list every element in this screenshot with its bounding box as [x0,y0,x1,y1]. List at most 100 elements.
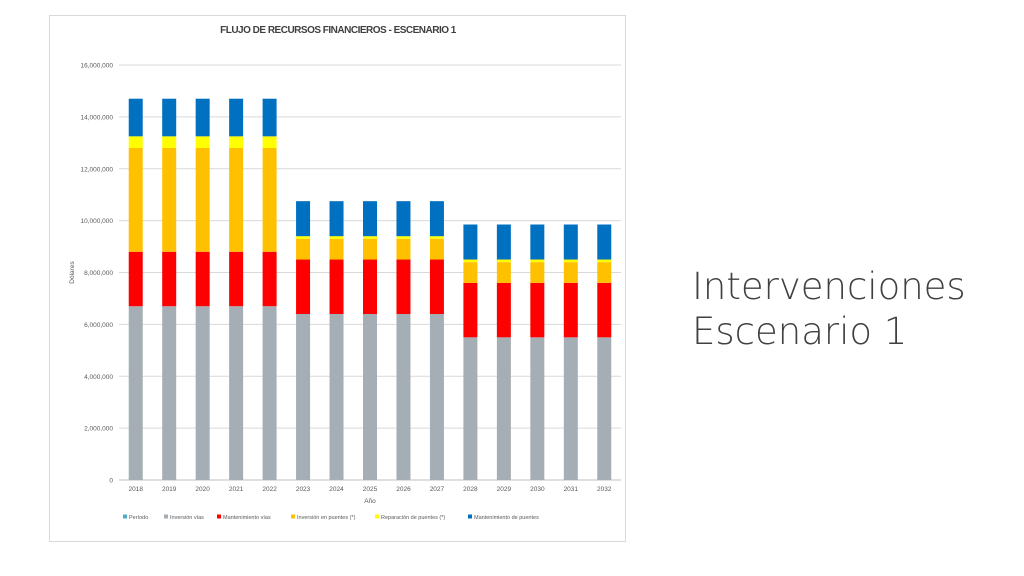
bar-segment [195,306,210,480]
legend-swatch [291,514,295,519]
legend-swatch [468,514,472,519]
bar-segment [195,148,210,252]
bar-segment [396,201,411,237]
y-tick-label: 10,000,000 [80,218,113,225]
legend-swatch [375,514,379,519]
bar-segment [363,259,377,314]
bar-segment [128,306,143,480]
bar-segment [463,337,478,480]
bar-segment [496,282,511,338]
bar-segment [563,282,578,338]
bar-segment [229,306,244,480]
bar-segment [396,314,411,480]
x-tick-label: 2029 [497,486,512,493]
bar-segment [496,224,511,260]
bar-segment [262,306,277,480]
legend-label: Período [129,515,148,521]
x-tick-label: 2032 [597,486,612,493]
bar-segment [262,148,277,252]
bar-segment [128,148,143,252]
y-tick-label: 12,000,000 [80,166,113,173]
y-tick-label: 2,000,000 [84,426,113,433]
x-tick-label: 2022 [262,486,277,493]
bar-segment [530,224,545,260]
bar-segment [162,306,177,480]
bar-segment [563,262,578,283]
chart-frame: FLUJO DE RECURSOS FINANCIEROS - ESCENARI… [49,15,626,542]
bar-segment [329,236,344,239]
stacked-bar-chart: FLUJO DE RECURSOS FINANCIEROS - ESCENARI… [69,25,621,521]
bar-segment [496,337,511,480]
legend-label: Mantenimiento de puentes [474,515,539,521]
bar-segment [429,259,444,314]
legend-label: Inversión vías [170,515,204,521]
x-tick-label: 2019 [162,486,177,493]
legend-swatch [164,514,168,519]
bar-segment [597,262,612,283]
x-tick-label: 2024 [329,486,344,493]
bar-segment [363,314,377,480]
y-axis-label: Dólares [69,261,76,284]
bar-segment [396,236,411,239]
x-tick-label: 2027 [430,486,445,493]
bar-segment [597,337,612,480]
bar-segment [363,236,377,239]
bar-segment [229,136,244,148]
x-tick-label: 2018 [128,486,143,493]
bar-segment [530,337,545,480]
bar-segment [429,238,444,260]
chart-title: FLUJO DE RECURSOS FINANCIEROS - ESCENARI… [220,25,457,36]
slide-title-line-2: Escenario 1 [692,310,908,353]
bar-segment [262,251,277,307]
bar-segment [262,98,277,137]
bar-segment [530,259,545,263]
y-tick-label: 0 [109,478,113,485]
bar-segment [162,148,177,252]
bar-segment [496,259,511,263]
legend-label: Mantenimiento vías [223,515,271,521]
x-tick-label: 2030 [530,486,545,493]
bar-segment [496,262,511,283]
bar-segment [162,251,177,307]
bar-segment [296,259,311,314]
bar-segment [329,314,344,480]
bar-segment [597,259,612,263]
x-tick-label: 2031 [564,486,579,493]
bar-segment [530,282,545,338]
bar-segment [229,251,244,307]
bar-segment [329,201,344,237]
bar-segment [563,337,578,480]
bar-segment [296,201,311,237]
x-tick-label: 2023 [296,486,311,493]
y-tick-label: 8,000,000 [84,270,113,277]
bar-segment [429,236,444,239]
x-tick-label: 2028 [463,486,478,493]
legend-label: Inversión en puentes (*) [297,515,356,521]
x-axis-label: Año [364,498,376,505]
y-tick-label: 4,000,000 [84,374,113,381]
bar-segment [597,224,612,260]
x-tick-label: 2026 [396,486,411,493]
y-tick-label: 16,000,000 [80,63,113,70]
x-tick-label: 2025 [363,486,378,493]
legend-label: Reparación de puentes (*) [381,515,445,521]
bar-segment [262,136,277,148]
bar-segment [396,238,411,260]
bar-segment [429,314,444,480]
y-tick-label: 6,000,000 [84,322,113,329]
bar-segment [229,98,244,137]
slide-title: Intervenciones Escenario 1 [692,264,966,354]
bar-segment [363,201,377,237]
bar-segment [229,148,244,252]
bar-segment [463,282,478,338]
bar-segment [128,98,143,137]
bar-segment [128,136,143,148]
bar-segment [195,251,210,307]
bar-segment [162,136,177,148]
bar-segment [463,262,478,283]
bar-segment [329,259,344,314]
bar-segment [563,224,578,260]
legend-swatch [217,514,221,519]
bar-segment [563,259,578,263]
bar-segment [463,259,478,263]
